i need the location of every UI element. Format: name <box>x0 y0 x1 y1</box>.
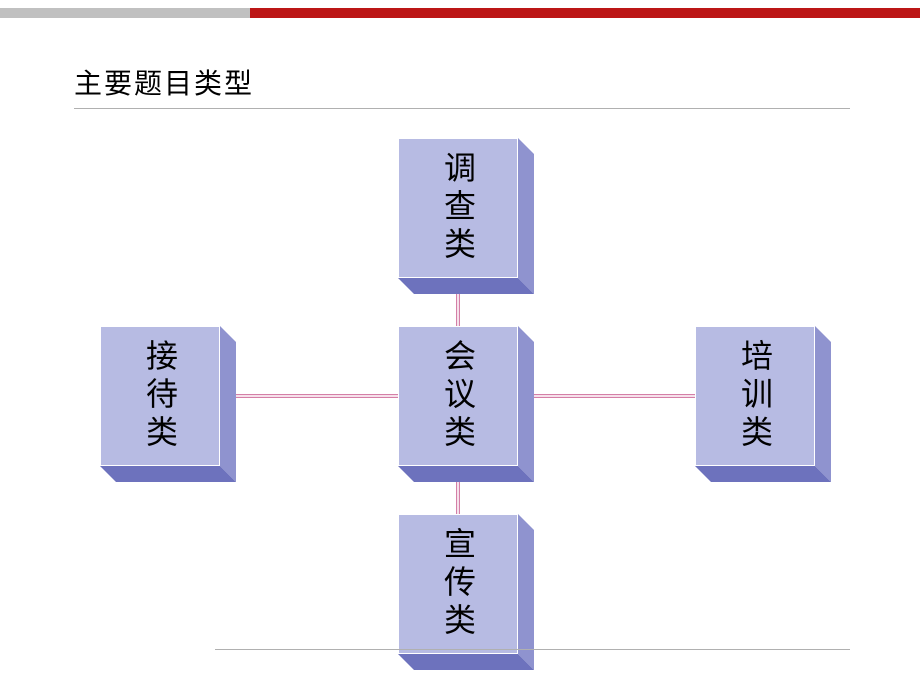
node-right-side <box>815 326 831 482</box>
node-center-label: 会议类 <box>435 339 481 453</box>
slide: 主要题目类型 会议类 调查类接待类 培训类宣传类 <box>0 0 920 690</box>
node-bottom: 宣传类 <box>398 514 534 670</box>
node-bottom-bottom <box>398 654 534 670</box>
node-center-face: 会议类 <box>398 326 518 466</box>
top-bar-gray <box>0 8 250 18</box>
node-center-bottom <box>398 466 534 482</box>
node-left: 接待类 <box>100 326 236 482</box>
node-bottom-face: 宣传类 <box>398 514 518 654</box>
node-top-face: 调查类 <box>398 138 518 278</box>
diagram-canvas: 会议类调查类接待类培训类宣传类 <box>0 108 920 630</box>
node-top-label: 调查类 <box>435 151 481 265</box>
node-top-bottom <box>398 278 534 294</box>
top-bar-red <box>250 8 920 18</box>
node-top: 调查类 <box>398 138 534 294</box>
node-left-bottom <box>100 466 236 482</box>
node-center: 会议类 <box>398 326 534 482</box>
connector-center-bottom <box>456 482 460 514</box>
node-bottom-side <box>518 514 534 670</box>
node-left-label: 接待类 <box>137 339 183 453</box>
node-right-label: 培训类 <box>732 339 778 453</box>
node-bottom-label: 宣传类 <box>435 527 481 641</box>
connector-center-left <box>236 394 398 398</box>
node-right-face: 培训类 <box>695 326 815 466</box>
page-title: 主要题目类型 <box>74 62 254 102</box>
connector-center-top <box>456 294 460 326</box>
node-right: 培训类 <box>695 326 831 482</box>
node-right-bottom <box>695 466 831 482</box>
node-center-side <box>518 326 534 482</box>
node-top-side <box>518 138 534 294</box>
connector-center-right <box>534 394 695 398</box>
footer-underline <box>215 649 850 650</box>
node-left-face: 接待类 <box>100 326 220 466</box>
node-left-side <box>220 326 236 482</box>
